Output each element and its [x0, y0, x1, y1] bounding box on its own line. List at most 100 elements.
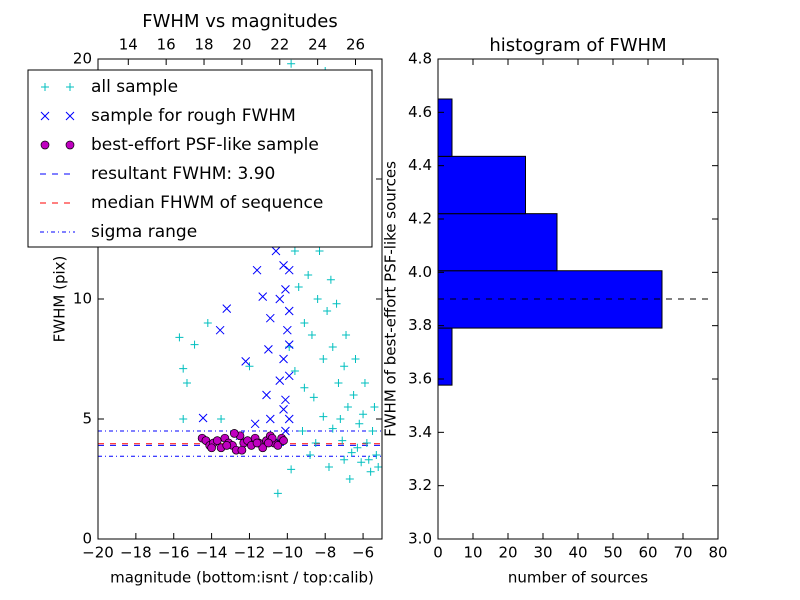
marker-circle [207, 443, 216, 453]
marker-x [222, 304, 232, 313]
marker-plus [347, 448, 356, 457]
x-axis-label: magnitude (bottom:isnt / top:calib) [110, 569, 374, 587]
marker-plus [298, 427, 307, 435]
marker-plus [311, 439, 320, 447]
legend-label: median FHWM of sequence [91, 193, 323, 213]
y-tick-label: 4.6 [408, 103, 432, 121]
marker-plus [349, 391, 358, 399]
marker-x [241, 357, 251, 366]
x2-tick-label: 18 [194, 36, 213, 54]
marker-plus [175, 333, 184, 342]
legend-label: all sample [91, 77, 178, 97]
marker-plus [217, 415, 226, 423]
y-tick-label: 3.6 [408, 370, 432, 388]
x-tick-label: 10 [463, 544, 482, 562]
marker-plus [338, 436, 347, 445]
marker-plus [294, 283, 303, 291]
marker-x [275, 294, 285, 304]
marker-plus [307, 331, 316, 339]
y-tick-label: 4.0 [408, 263, 432, 281]
marker-plus [357, 458, 366, 467]
marker-x [271, 246, 281, 256]
marker-plus [304, 271, 313, 279]
x-tick-label: 30 [533, 544, 552, 562]
y-tick-label: 0 [82, 530, 92, 548]
x2-tick-label: 20 [232, 36, 251, 54]
x2-tick-label: 26 [346, 36, 365, 54]
marker-x [265, 414, 275, 424]
marker-circle [264, 438, 273, 448]
marker-x [252, 265, 262, 275]
bar [437, 213, 558, 272]
marker-plus [309, 393, 318, 402]
marker-plus [323, 307, 332, 315]
marker-plus [336, 415, 345, 423]
marker-circle [273, 441, 283, 450]
marker-x [264, 345, 273, 354]
marker-plus [203, 319, 212, 327]
x2-tick-label: 14 [119, 36, 138, 54]
marker-plus [315, 247, 324, 255]
marker-x [198, 413, 208, 423]
marker-x [279, 354, 288, 364]
marker-x [281, 426, 290, 436]
marker-circle [65, 140, 75, 150]
marker-x [281, 285, 290, 294]
marker-plus [328, 424, 337, 433]
chart-title: FWHM vs magnitudes [142, 11, 337, 32]
marker-plus [326, 275, 335, 284]
legend-label: sample for rough FWHM [91, 106, 296, 126]
x-tick-label: 70 [673, 544, 692, 562]
x-tick-label: −18 [120, 544, 152, 562]
marker-plus [300, 319, 309, 327]
marker-plus [290, 367, 299, 375]
x-tick-label: −20 [82, 544, 114, 562]
marker-plus [319, 412, 328, 421]
marker-plus [328, 343, 337, 351]
marker-x [284, 414, 294, 424]
x-tick-label: −10 [272, 544, 304, 562]
marker-x [215, 325, 225, 335]
x-tick-label: −8 [314, 544, 336, 562]
marker-x [284, 306, 294, 316]
marker-plus [366, 467, 375, 476]
marker-x [282, 325, 292, 335]
chart-title: histogram of FWHM [489, 35, 666, 56]
marker-x [265, 313, 275, 323]
marker-plus [345, 475, 354, 483]
x-tick-label: 80 [708, 544, 727, 562]
marker-x [281, 395, 290, 405]
marker-x [65, 111, 75, 121]
y-tick-label: 3.2 [408, 476, 432, 494]
y-tick-label: 4.4 [408, 156, 432, 174]
y-tick-label: 20 [73, 50, 92, 68]
y-tick-label: 3.4 [408, 423, 432, 441]
marker-plus [179, 364, 188, 373]
bar [437, 327, 453, 386]
marker-plus [334, 379, 343, 387]
marker-plus [290, 247, 299, 255]
marker-circle [212, 436, 222, 445]
x-axis-label: number of sources [508, 569, 648, 587]
x2-tick-label: 16 [157, 36, 176, 54]
x2-tick-label: 24 [308, 36, 327, 54]
x-tick-label: −12 [234, 544, 266, 562]
marker-x [40, 111, 50, 121]
legend-box [27, 69, 373, 248]
x-tick-label: −14 [196, 544, 228, 562]
marker-circle [237, 445, 247, 455]
y-tick-label: 4.2 [408, 210, 432, 228]
marker-plus [359, 410, 368, 419]
marker-x [262, 390, 271, 400]
y-tick-label: 10 [73, 290, 92, 308]
marker-plus [372, 451, 381, 459]
marker-x [284, 340, 294, 349]
x-tick-label: 40 [568, 544, 587, 562]
x-tick-label: 20 [498, 544, 517, 562]
marker-circle [222, 441, 232, 450]
marker-plus [287, 59, 296, 68]
marker-plus [340, 455, 349, 464]
marker-plus [66, 83, 74, 91]
marker-plus [179, 415, 188, 423]
